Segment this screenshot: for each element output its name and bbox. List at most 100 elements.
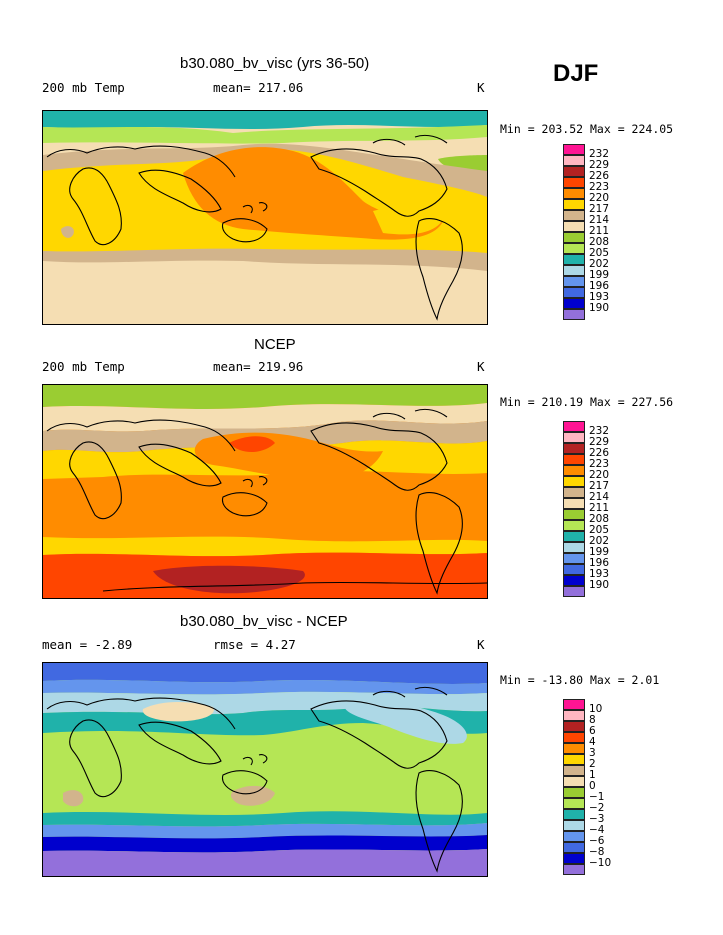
panel-1-units-label: K — [477, 80, 485, 95]
colorbar-label: 199 — [589, 546, 610, 558]
panel-1-variable-label: 200 mb Temp — [42, 80, 125, 95]
colorbar-label: 205 — [589, 247, 610, 259]
season-label: DJF — [553, 60, 599, 87]
colorbar-label: 202 — [589, 258, 610, 270]
colorbar-label: 211 — [589, 502, 610, 514]
colorbar-label: 0 — [589, 780, 596, 792]
panel-2-map — [42, 384, 488, 599]
colorbar-label: 6 — [589, 725, 596, 737]
colorbar-swatch — [563, 221, 585, 232]
colorbar-label: −3 — [589, 813, 605, 825]
colorbar-label: 10 — [589, 703, 603, 715]
colorbar-swatch — [563, 465, 585, 476]
colorbar-swatch — [563, 210, 585, 221]
panel-3-mean-label: mean = -2.89 — [42, 637, 133, 652]
colorbar-swatch — [563, 721, 585, 732]
colorbar-swatch — [563, 177, 585, 188]
colorbar-swatch — [563, 575, 585, 586]
colorbar-swatch — [563, 586, 585, 597]
colorbar-swatch — [563, 155, 585, 166]
colorbar-label: 202 — [589, 535, 610, 547]
colorbar-swatch — [563, 243, 585, 254]
colorbar-swatch — [563, 820, 585, 831]
colorbar-label: −2 — [589, 802, 605, 814]
colorbar-swatch — [563, 853, 585, 864]
colorbar-swatch — [563, 809, 585, 820]
colorbar-label: 226 — [589, 170, 610, 182]
colorbar-label: 3 — [589, 747, 596, 759]
colorbar-swatch — [563, 842, 585, 853]
colorbar-swatch — [563, 798, 585, 809]
colorbar-swatch — [563, 509, 585, 520]
colorbar-swatch — [563, 743, 585, 754]
panel-3-units-label: K — [477, 637, 485, 652]
colorbar-label: −6 — [589, 835, 605, 847]
colorbar-swatch — [563, 699, 585, 710]
colorbar-label: 193 — [589, 568, 610, 580]
colorbar-label: 220 — [589, 469, 610, 481]
panel-2-units-label: K — [477, 359, 485, 374]
colorbar-label: 208 — [589, 513, 610, 525]
colorbar-swatch — [563, 199, 585, 210]
colorbar-swatch — [563, 421, 585, 432]
colorbar-label: 214 — [589, 491, 610, 503]
colorbar-swatch — [563, 776, 585, 787]
colorbar-swatch — [563, 765, 585, 776]
panel-1-title: b30.080_bv_visc (yrs 36-50) — [180, 55, 370, 72]
colorbar-label: 2 — [589, 758, 596, 770]
colorbar-swatch — [563, 732, 585, 743]
colorbar-swatch — [563, 166, 585, 177]
colorbar-label: 205 — [589, 524, 610, 536]
colorbar-swatch — [563, 287, 585, 298]
panel-3-min-max: Min = -13.80 Max = 2.01 — [500, 673, 660, 687]
colorbar-label: 232 — [589, 425, 610, 437]
colorbar-swatch — [563, 188, 585, 199]
colorbar-label: 229 — [589, 436, 610, 448]
colorbar-swatch — [563, 432, 585, 443]
colorbar-label: 1 — [589, 769, 596, 781]
panel-2-mean-label: mean= 219.96 — [213, 359, 304, 374]
panel-1-map — [42, 110, 488, 325]
colorbar-label: 190 — [589, 579, 610, 591]
colorbar-label: −10 — [589, 857, 612, 869]
colorbar-label: 208 — [589, 236, 610, 248]
colorbar-swatch — [563, 454, 585, 465]
panel-1-min-max: Min = 203.52 Max = 224.05 — [500, 122, 674, 136]
colorbar-label: 217 — [589, 203, 610, 215]
colorbar-swatch — [563, 487, 585, 498]
panel-1-mean-label: mean= 217.06 — [213, 80, 304, 95]
colorbar-label: 214 — [589, 214, 610, 226]
colorbar-label: −1 — [589, 791, 605, 803]
panel-3-map — [42, 662, 488, 877]
colorbar-label: 226 — [589, 447, 610, 459]
colorbar-swatch — [563, 498, 585, 509]
colorbar-label: 8 — [589, 714, 596, 726]
colorbar-swatch — [563, 710, 585, 721]
colorbar-swatch — [563, 298, 585, 309]
colorbar-label: −4 — [589, 824, 605, 836]
colorbar-label: 220 — [589, 192, 610, 204]
colorbar-swatch — [563, 787, 585, 798]
panel-2-min-max: Min = 210.19 Max = 227.56 — [500, 395, 674, 409]
colorbar-swatch — [563, 232, 585, 243]
colorbar-swatch — [563, 520, 585, 531]
colorbar-swatch — [563, 553, 585, 564]
colorbar-label: 196 — [589, 557, 610, 569]
colorbar-label: −8 — [589, 846, 605, 858]
panel-2-variable-label: 200 mb Temp — [42, 359, 125, 374]
colorbar-swatch — [563, 864, 585, 875]
colorbar-swatch — [563, 443, 585, 454]
colorbar-swatch — [563, 476, 585, 487]
colorbar-swatch — [563, 276, 585, 287]
colorbar-label: 193 — [589, 291, 610, 303]
colorbar-label: 199 — [589, 269, 610, 281]
colorbar-swatch — [563, 831, 585, 842]
panel-3-title: b30.080_bv_visc - NCEP — [180, 613, 348, 630]
colorbar-swatch — [563, 564, 585, 575]
colorbar-swatch — [563, 254, 585, 265]
colorbar-label: 232 — [589, 148, 610, 160]
colorbar-swatch — [563, 531, 585, 542]
colorbar-label: 223 — [589, 181, 610, 193]
colorbar-swatch — [563, 542, 585, 553]
colorbar-label: 223 — [589, 458, 610, 470]
